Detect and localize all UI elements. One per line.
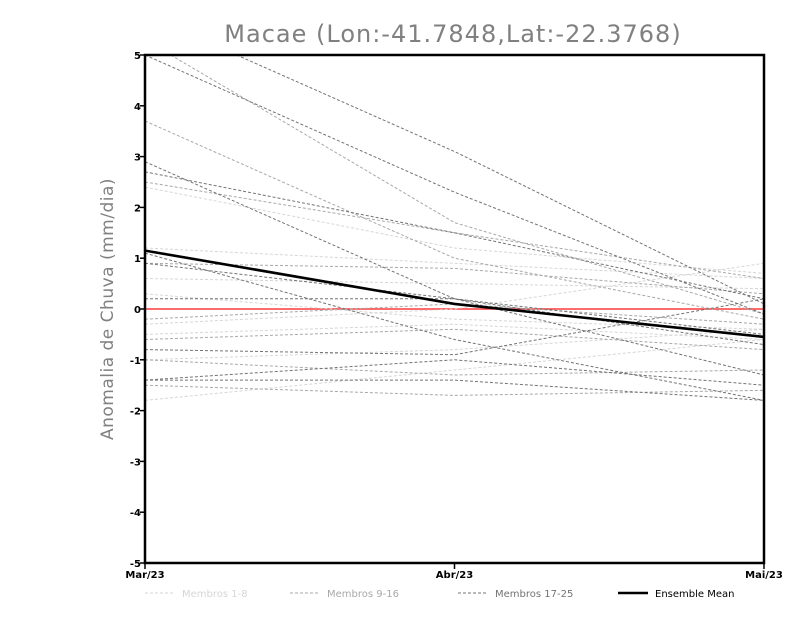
x-tick-label: Mai/23 xyxy=(745,570,783,581)
legend-label: Membros 17-25 xyxy=(495,589,573,600)
y-tick-label: 0 xyxy=(134,305,141,316)
member-line-6 xyxy=(145,328,764,361)
member-line-22 xyxy=(145,262,764,346)
y-tick-label: 2 xyxy=(134,203,141,214)
legend-label: Membros 1-8 xyxy=(182,589,248,600)
y-tick-label: 4 xyxy=(134,102,141,113)
member-line-14 xyxy=(145,328,764,351)
y-tick-label: -5 xyxy=(130,559,141,570)
member-line-21 xyxy=(145,252,764,401)
y-axis-label: Anomalia de Chuva (mm/dia) xyxy=(98,178,118,440)
x-tick-label: Abr/23 xyxy=(436,570,473,581)
y-tick-label: -2 xyxy=(130,407,141,418)
member-line-2 xyxy=(145,247,764,279)
y-tick-label: 5 xyxy=(134,51,141,62)
member-line-15 xyxy=(145,359,764,376)
y-tick-label: -1 xyxy=(130,356,141,367)
x-tick-label: Mar/23 xyxy=(125,570,164,581)
member-line-13 xyxy=(145,303,764,325)
y-tick-label: -4 xyxy=(130,508,141,519)
member-line-3 xyxy=(145,278,764,290)
member-line-11 xyxy=(145,181,764,279)
member-line-17 xyxy=(235,55,764,305)
member-line-10 xyxy=(145,120,764,320)
member-line-9 xyxy=(169,55,764,315)
member-line-7 xyxy=(145,339,764,401)
ensemble-mean-line xyxy=(145,249,764,339)
member-line-5 xyxy=(145,323,764,340)
member-line-19 xyxy=(145,161,764,376)
legend-label: Membros 9-16 xyxy=(327,589,399,600)
legend: Membros 1-8 Membros 9-16 Membros 17-25 Ense… xyxy=(145,589,734,600)
chart-title: Macae (Lon:-41.7848,Lat:-22.3768) xyxy=(224,20,681,48)
member-line-26 xyxy=(145,379,764,401)
member-line-16 xyxy=(145,384,764,396)
plot-area xyxy=(145,55,764,401)
member-line-23 xyxy=(145,298,764,335)
series-lines xyxy=(145,55,764,401)
member-line-20 xyxy=(145,171,764,300)
y-tick-label: 3 xyxy=(134,153,141,164)
member-line-1 xyxy=(145,186,764,274)
member-line-18 xyxy=(145,55,764,315)
legend-label: Ensemble Mean xyxy=(655,589,734,600)
member-line-25 xyxy=(145,359,764,386)
member-line-12 xyxy=(145,262,764,295)
y-tick-label: 1 xyxy=(134,254,141,265)
y-tick-label: -3 xyxy=(130,457,141,468)
